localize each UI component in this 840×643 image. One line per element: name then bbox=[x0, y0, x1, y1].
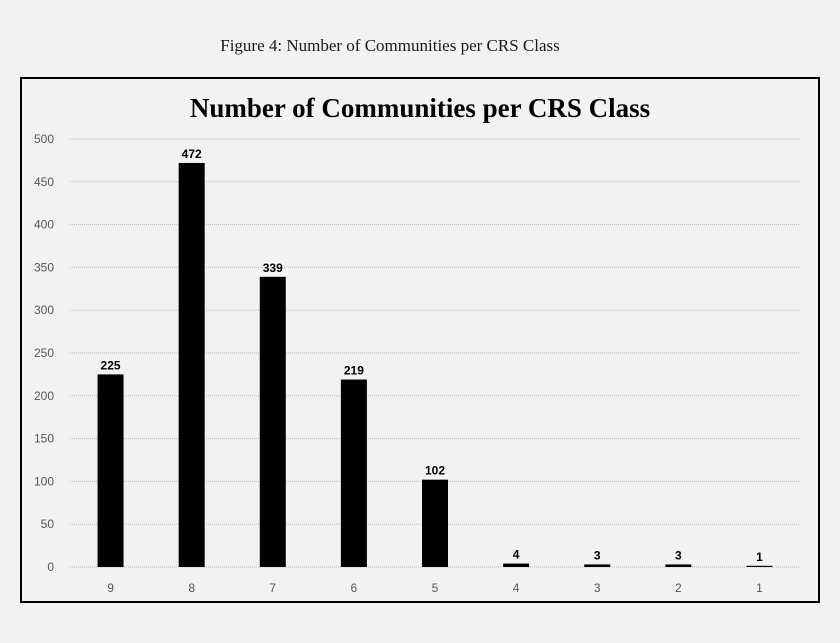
x-tick-label: 3 bbox=[594, 581, 601, 595]
y-tick-label: 350 bbox=[34, 260, 54, 274]
bar-7 bbox=[259, 276, 286, 567]
data-label: 3 bbox=[594, 548, 601, 562]
data-labels: 225 472 339 219 102 4 3 3 1 bbox=[101, 147, 764, 564]
data-label: 339 bbox=[263, 261, 283, 275]
bar-4 bbox=[503, 563, 530, 567]
y-axis-ticks: 0 50 100 150 200 250 300 350 400 450 500 bbox=[34, 132, 54, 574]
x-axis-ticks: 9 8 7 6 5 4 3 2 1 bbox=[107, 581, 763, 595]
data-label: 3 bbox=[675, 548, 682, 562]
bar-2 bbox=[665, 564, 692, 567]
data-label: 4 bbox=[513, 548, 520, 562]
x-tick-label: 2 bbox=[675, 581, 682, 595]
y-tick-label: 450 bbox=[34, 175, 54, 189]
y-tick-label: 300 bbox=[34, 303, 54, 317]
x-tick-label: 6 bbox=[351, 581, 358, 595]
bar-1 bbox=[746, 565, 773, 567]
x-tick-label: 9 bbox=[107, 581, 114, 595]
data-label: 472 bbox=[182, 147, 202, 161]
y-tick-label: 400 bbox=[34, 218, 54, 232]
bar-9 bbox=[97, 374, 124, 567]
y-tick-label: 100 bbox=[34, 474, 54, 488]
x-tick-label: 5 bbox=[432, 581, 439, 595]
y-tick-label: 150 bbox=[34, 432, 54, 446]
y-tick-label: 0 bbox=[47, 560, 54, 574]
y-tick-label: 50 bbox=[41, 517, 55, 531]
chart-frame bbox=[20, 77, 820, 603]
bar-3 bbox=[584, 564, 611, 567]
bar-6 bbox=[340, 379, 367, 567]
bar-5 bbox=[422, 479, 448, 567]
data-label: 102 bbox=[425, 464, 445, 478]
data-label: 1 bbox=[756, 550, 763, 564]
data-label: 219 bbox=[344, 364, 364, 378]
x-tick-label: 7 bbox=[269, 581, 276, 595]
bars bbox=[97, 162, 773, 567]
y-tick-label: 200 bbox=[34, 389, 54, 403]
x-tick-label: 4 bbox=[513, 581, 520, 595]
x-tick-label: 1 bbox=[756, 581, 763, 595]
figure-caption: Figure 4: Number of Communities per CRS … bbox=[220, 36, 560, 55]
data-label: 225 bbox=[101, 358, 121, 372]
chart-title: Number of Communities per CRS Class bbox=[190, 93, 650, 123]
bar-8 bbox=[178, 162, 205, 567]
y-tick-label: 500 bbox=[34, 132, 54, 146]
x-tick-label: 8 bbox=[188, 581, 195, 595]
y-tick-label: 250 bbox=[34, 346, 54, 360]
